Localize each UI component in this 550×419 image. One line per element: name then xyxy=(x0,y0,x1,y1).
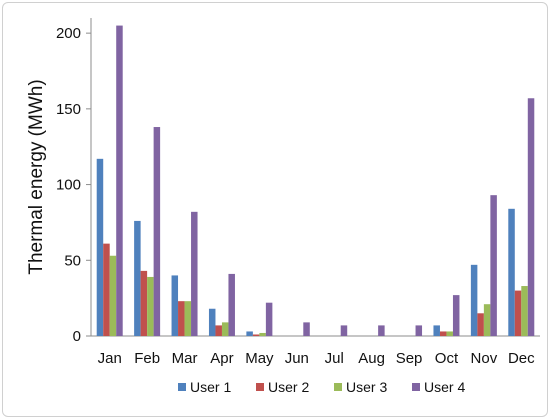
y-tick-label: 50 xyxy=(64,252,81,269)
bar-user-2-mar xyxy=(178,301,185,336)
bar-user-1-may xyxy=(246,331,253,336)
y-tick-label: 200 xyxy=(56,25,81,42)
legend-label: User 4 xyxy=(424,379,465,395)
bar-user-2-may xyxy=(252,334,260,336)
x-tick-label: Aug xyxy=(358,350,385,367)
bar-user-1-feb xyxy=(134,220,141,336)
legend-label: User 2 xyxy=(268,379,309,395)
bar-user-2-feb xyxy=(140,270,148,336)
bar-user-4-jul xyxy=(340,325,348,336)
bar-user-4-may xyxy=(265,302,273,336)
x-tick-label: Oct xyxy=(435,350,459,367)
axes xyxy=(90,18,540,337)
bar-user-1-mar xyxy=(171,275,179,336)
bar-user-2-nov xyxy=(477,313,484,336)
bar-user-3-feb xyxy=(147,276,154,336)
bars xyxy=(96,25,535,337)
legend-swatch xyxy=(256,383,264,391)
x-tick-label: Sep xyxy=(396,350,423,367)
x-tick-label: Nov xyxy=(471,350,498,367)
legend-label: User 3 xyxy=(346,379,387,395)
x-tick-label: Jan xyxy=(98,350,122,367)
legend: User 1 User 2 User 3 User 4 xyxy=(178,379,465,395)
x-tick-label: Mar xyxy=(172,350,198,367)
legend-swatch xyxy=(178,383,186,391)
bar-user-3-jan xyxy=(109,255,117,336)
bar-user-4-apr xyxy=(228,273,235,336)
bar-user-3-apr xyxy=(221,322,229,336)
x-tick-label: May xyxy=(245,350,274,367)
y-axis-label: Thermal energy (MWh) xyxy=(26,79,47,274)
bar-user-4-sep xyxy=(415,325,423,336)
bar-user-4-aug xyxy=(378,325,385,336)
bar-user-1-dec xyxy=(508,208,515,336)
bar-user-1-jan xyxy=(96,158,104,336)
bar-user-4-oct xyxy=(452,295,460,336)
bar-user-1-apr xyxy=(208,308,216,336)
y-tick-label: 0 xyxy=(73,328,81,345)
bar-user-4-mar xyxy=(191,211,198,336)
x-tick-label: Apr xyxy=(210,350,233,367)
bar-user-4-dec xyxy=(527,98,535,336)
bar-user-3-may xyxy=(259,332,266,336)
x-tick-label: Dec xyxy=(508,350,535,367)
legend-swatch xyxy=(412,383,420,391)
x-tick-label: Feb xyxy=(134,350,160,367)
bar-user-4-feb xyxy=(153,127,161,337)
y-tick-labels: 0 50 100 150 200 xyxy=(56,25,91,345)
y-tick-label: 150 xyxy=(56,101,81,118)
y-tick-label: 100 xyxy=(56,177,81,194)
bar-user-3-dec xyxy=(521,286,528,336)
bar-user-4-jun xyxy=(303,322,310,336)
bar-user-2-jan xyxy=(103,243,110,336)
bar-user-1-oct xyxy=(433,325,440,336)
bar-user-2-apr xyxy=(215,325,222,336)
bar-user-3-nov xyxy=(483,304,491,336)
x-tick-label: Jul xyxy=(325,350,344,367)
x-tick-label: Jun xyxy=(285,350,309,367)
legend-label: User 1 xyxy=(190,379,231,395)
bar-user-1-nov xyxy=(470,264,478,336)
x-tick-labels: Jan Feb Mar Apr May Jun Jul Aug Sep Oct Nov Dec xyxy=(98,350,536,367)
bar-user-2-dec xyxy=(514,290,522,336)
bar-user-3-oct xyxy=(446,331,453,336)
bar-user-4-nov xyxy=(490,195,497,336)
bar-user-4-jan xyxy=(116,25,123,336)
legend-swatch xyxy=(334,383,342,391)
bar-user-3-mar xyxy=(184,301,192,336)
bar-user-2-oct xyxy=(439,331,447,336)
